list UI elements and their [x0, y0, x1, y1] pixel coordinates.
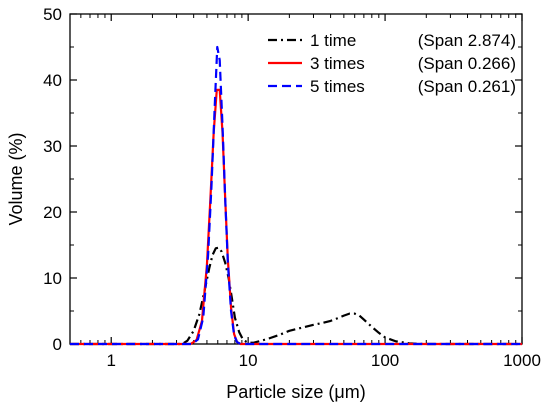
legend-label: 5 times: [310, 77, 365, 96]
series-line-2: [70, 88, 522, 346]
series-line-3: [70, 45, 522, 346]
legend-span-label: (Span 0.266): [418, 54, 516, 73]
y-tick-label: 30: [43, 137, 62, 156]
y-tick-label: 10: [43, 269, 62, 288]
y-tick-label: 20: [43, 203, 62, 222]
ticks: [70, 13, 523, 345]
legend-span-label: (Span 2.874): [418, 31, 516, 50]
legend-label: 1 time: [310, 31, 356, 50]
y-axis-title: Volume (%): [6, 132, 26, 225]
tick-labels: 1 10 100 1000 0 10 20 30 40 50: [43, 5, 541, 370]
legend-label: 3 times: [310, 54, 365, 73]
series-lines: [70, 45, 522, 346]
y-tick-label: 0: [53, 335, 62, 354]
x-tick-label: 100: [371, 351, 399, 370]
y-tick-label: 50: [43, 5, 62, 24]
y-tick-label: 40: [43, 71, 62, 90]
legend-span-label: (Span 0.261): [418, 77, 516, 96]
x-axis-title: Particle size (μm): [226, 382, 365, 402]
legend: 1 time (Span 2.874) 3 times (Span 0.266) 5 t…: [268, 31, 516, 96]
x-tick-label: 1000: [503, 351, 541, 370]
plot-area: [69, 13, 523, 346]
x-tick-label: 10: [239, 351, 258, 370]
series-line-1: [70, 246, 522, 346]
x-tick-label: 1: [106, 351, 115, 370]
